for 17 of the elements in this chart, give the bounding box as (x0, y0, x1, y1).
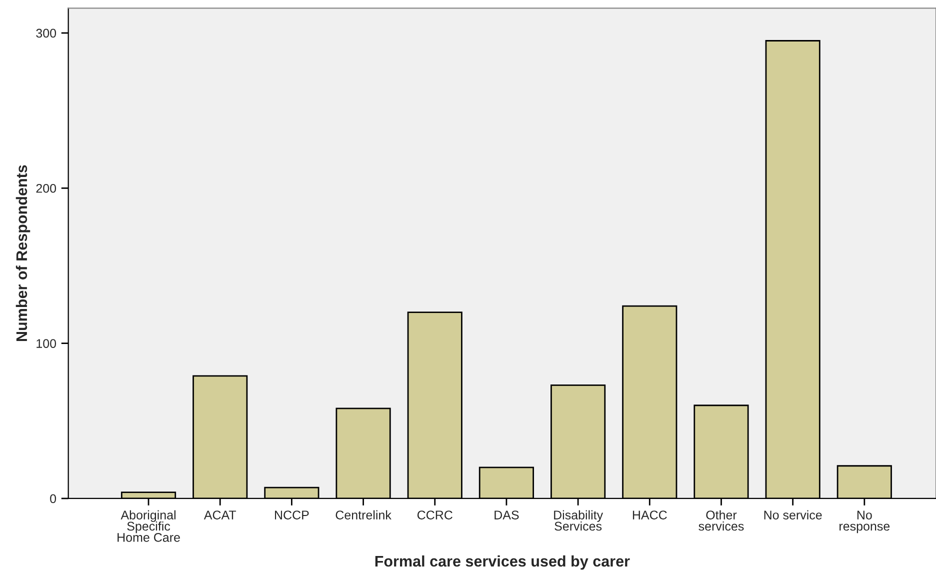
x-tick-label: DAS (494, 510, 519, 520)
x-tick-label: Centrelink (336, 510, 392, 520)
y-tick-label: 100 (36, 339, 56, 348)
y-tick-label: 0 (50, 494, 56, 504)
x-tick-label: HACC (632, 510, 667, 520)
x-tick-label: Other services (698, 510, 744, 531)
x-tick-label: CCRC (417, 510, 452, 520)
y-axis-title: Number of Respondents (16, 165, 30, 341)
x-tick-label: No response (840, 510, 890, 534)
x-tick-label: Disability Services (554, 510, 604, 531)
x-tick-label: ACAT (204, 510, 236, 520)
x-axis-title: Formal care services used by carer (375, 555, 630, 570)
x-tick-label: NCCP (275, 510, 309, 520)
x-tick-label: No service (764, 510, 822, 520)
y-tick-label: 200 (36, 184, 56, 193)
y-tick-label: 300 (36, 28, 56, 38)
x-tick-label: Aboriginal Specific Home Care (118, 510, 180, 542)
